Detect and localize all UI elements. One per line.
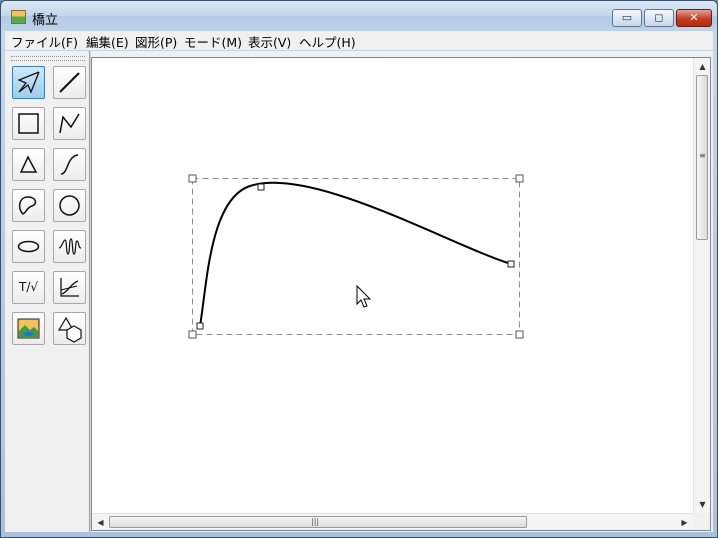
- tool-shapes[interactable]: [53, 312, 86, 345]
- mouse-pointer-icon: [356, 284, 372, 308]
- curve-point-end: [507, 260, 515, 268]
- ellipse-icon: [17, 240, 40, 253]
- bezier-curve: [199, 181, 512, 327]
- horizontal-thumb-grip-icon: |||: [311, 517, 320, 526]
- tool-curve[interactable]: [53, 148, 86, 181]
- menu-view[interactable]: 表示(V): [248, 35, 292, 50]
- image-icon: [17, 318, 40, 339]
- app-icon: [11, 10, 26, 24]
- vertical-scroll-thumb[interactable]: ≡: [696, 75, 708, 240]
- triangle-icon: [19, 155, 38, 173]
- title-bar[interactable]: 橋立 ▭ ◻ ✕: [1, 1, 717, 31]
- tool-line[interactable]: [53, 66, 86, 99]
- vertical-thumb-grip-icon: ≡: [699, 151, 706, 160]
- vertical-scrollbar[interactable]: ▲ ≡ ▼: [693, 58, 710, 513]
- window-title: 橋立: [32, 13, 59, 28]
- circle-icon: [59, 195, 80, 216]
- selection-bounding-box: [192, 178, 520, 335]
- minimize-button[interactable]: ▭: [612, 9, 642, 27]
- scroll-right-icon[interactable]: ▶: [681, 518, 688, 527]
- maximize-button[interactable]: ◻: [644, 9, 674, 27]
- text-formula-icon: T/√: [18, 280, 39, 294]
- menu-help[interactable]: ヘルプ(H): [299, 35, 356, 50]
- tool-text-formula[interactable]: T/√: [12, 271, 45, 304]
- spring-icon: [58, 238, 82, 255]
- freeform-icon: [18, 196, 37, 215]
- menu-bar: ファイル(F) 編集(E) 図形(P) モード(M) 表示(V) ヘルプ(H): [5, 31, 713, 50]
- drawing-surface: [188, 174, 524, 339]
- toolbox-divider: [89, 51, 91, 532]
- drawing-canvas[interactable]: [92, 58, 693, 513]
- resize-handle-bottom-right: [515, 330, 524, 339]
- tool-freeform[interactable]: [12, 189, 45, 222]
- client-area: T/√: [5, 51, 713, 532]
- menu-shape[interactable]: 図形(P): [135, 35, 178, 50]
- tool-circle[interactable]: [53, 189, 86, 222]
- menu-mode[interactable]: モード(M): [184, 35, 243, 50]
- close-button[interactable]: ✕: [676, 9, 712, 27]
- rectangle-icon: [18, 113, 39, 134]
- tool-image[interactable]: [12, 312, 45, 345]
- graph-icon: [60, 278, 79, 297]
- tool-polyline[interactable]: [53, 107, 86, 140]
- tool-spring[interactable]: [53, 230, 86, 263]
- resize-handle-top-left: [188, 174, 197, 183]
- curve-control-point: [257, 183, 265, 191]
- scrollbar-corner: [693, 513, 710, 530]
- curve-icon: [60, 154, 79, 175]
- scroll-down-icon[interactable]: ▼: [699, 500, 706, 509]
- toolbox: T/√: [5, 51, 89, 532]
- tool-select[interactable]: [12, 66, 45, 99]
- tool-rectangle[interactable]: [12, 107, 45, 140]
- horizontal-scroll-thumb[interactable]: |||: [109, 516, 527, 528]
- resize-handle-bottom-left: [188, 330, 197, 339]
- toolbox-grip[interactable]: [11, 56, 85, 61]
- tool-ellipse[interactable]: [12, 230, 45, 263]
- tool-triangle[interactable]: [12, 148, 45, 181]
- resize-handle-top-right: [515, 174, 524, 183]
- menu-file[interactable]: ファイル(F): [11, 35, 78, 50]
- scroll-up-icon[interactable]: ▲: [699, 62, 706, 71]
- shapes-icon: [57, 316, 82, 343]
- select-arrow-icon: [17, 71, 40, 94]
- polyline-icon: [59, 113, 80, 134]
- line-icon: [59, 72, 80, 93]
- scroll-left-icon[interactable]: ◀: [97, 518, 104, 527]
- tool-graph[interactable]: [53, 271, 86, 304]
- horizontal-scrollbar[interactable]: ◀ ||| ▶: [92, 513, 693, 530]
- drawing-frame: ▲ ≡ ▼ ◀ ||| ▶: [91, 57, 711, 531]
- curve-point-start: [196, 322, 204, 330]
- menu-edit[interactable]: 編集(E): [86, 35, 129, 50]
